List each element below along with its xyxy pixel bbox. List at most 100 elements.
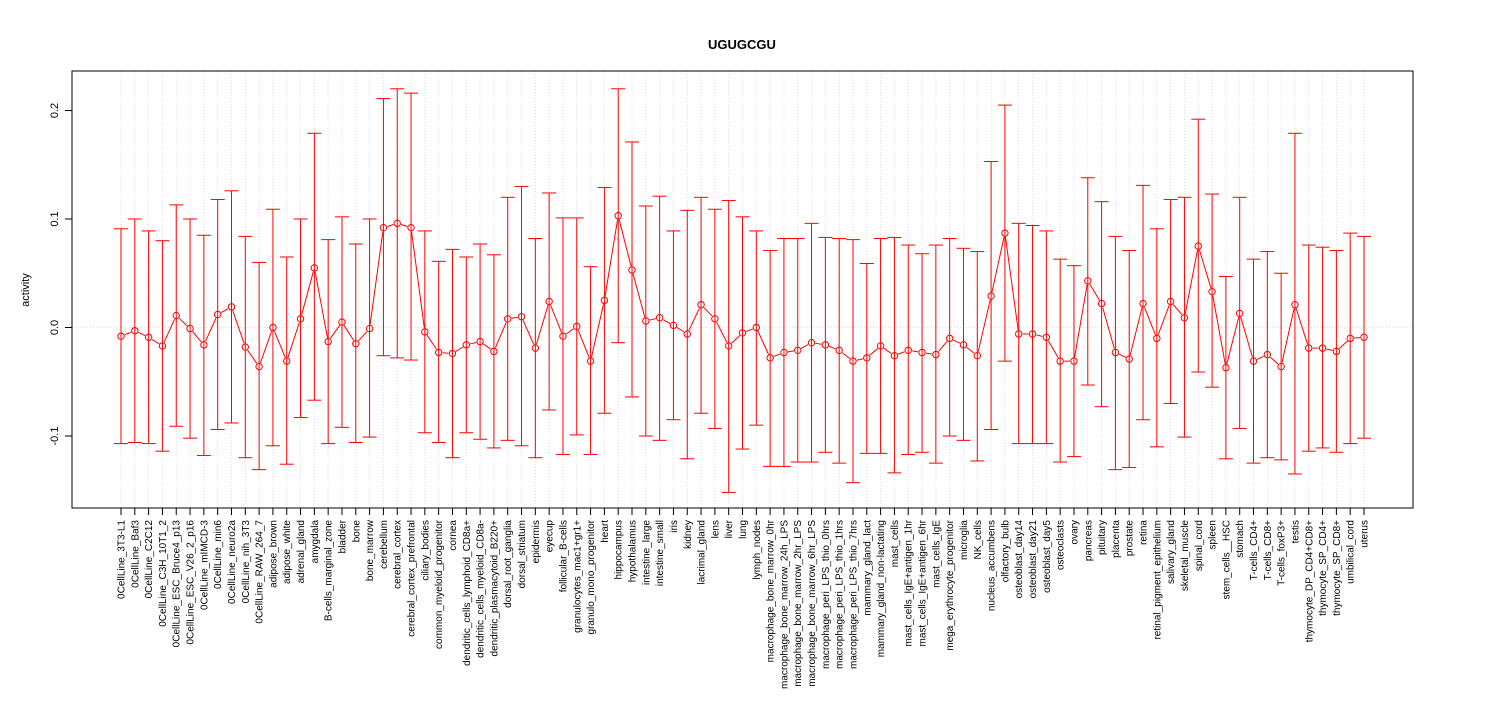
data-point [131,327,139,335]
x-tick-label: 0CellLine_ESC_V26_2_p16 [186,520,197,645]
x-tick-label: osteoclasts [1056,520,1067,570]
x-tick-label: macrophage_peri_LPS_thio_1hrs [835,520,846,669]
data-point [987,292,995,300]
series-segment [828,345,836,350]
data-point [959,341,968,349]
series-segment [1102,307,1115,349]
data-point [904,346,912,354]
x-tick-label: 0CellLine_Baf3 [130,520,141,588]
series-segment [773,353,781,357]
x-tick-label: osteoblast_day5 [1042,520,1053,593]
data-point [655,314,664,322]
data-point [1305,344,1313,352]
series-segment [897,351,905,355]
x-tick-label: NK_cells [973,520,984,559]
x-tick-label: ciliary_bodies [420,520,431,581]
series-segment [925,352,932,355]
data-point [545,297,553,306]
data-point [158,342,167,350]
data-point [697,301,705,309]
series-segment [220,308,229,313]
x-axis: 0CellLine_3T3-L1 0CellLine_Baf3 0CellLine_… [117,507,1371,689]
series-segment [411,231,425,328]
x-tick-label: mast_cells [890,520,901,567]
x-tick-label: granulocytes_mac1+gr1+ [572,520,583,633]
x-tick-label: mammary_gland_non-lactating [876,520,887,657]
x-tick-label: retina [1139,520,1150,545]
y-axis: -0.1 0.0 0.1 0.2 [49,103,73,445]
series-segment [1172,304,1183,316]
point-layer [117,212,1368,372]
series-segment [1338,340,1348,349]
x-tick-label: heart [600,520,611,543]
plot-frame [71,70,1414,509]
x-tick-label: pancreas [1083,520,1094,561]
x-tick-label: mast_cells_IgE [931,520,942,588]
x-tick-label: dorsal_striatum [517,520,528,588]
data-point [421,328,429,336]
x-tick-label: 0CellLine_3T3-L1 [117,520,128,599]
data-point [890,352,899,360]
x-tick-label: stem_cells__HSC [1221,520,1232,599]
x-tick-label: 0CellLine_min6 [213,520,224,589]
series-segment [1074,284,1088,358]
series-segment [746,328,753,332]
data-point [1360,333,1368,341]
x-tick-label: T-cells_CD4+ [1249,520,1260,580]
data-point [1236,309,1244,318]
x-tick-label: adipose_white [282,520,293,584]
series-segment [757,330,769,355]
x-tick-label: ovary [1069,520,1080,544]
data-point [559,332,567,340]
series-segment [1326,348,1333,351]
x-tick-label: epidermis [531,520,542,563]
x-tick-label: mast_cells_IgE+antigen_1hr [904,519,915,646]
x-tick-label: B-cells_marginal_zone [324,520,335,622]
x-tick-label: intestine_large [641,520,652,585]
series-segment [192,331,202,343]
x-tick-label: uterus [1360,520,1371,548]
x-tick-label: 0CellLine_ESC_Bruce4_p13 [172,520,183,648]
series-segment [522,320,535,345]
data-point [365,324,374,333]
data-point [614,212,622,220]
data-point [1084,277,1092,285]
series-segment [330,325,341,339]
data-point [517,312,526,321]
data-point [766,354,774,362]
x-tick-label: macrophage_bone_marrow_0hr [766,519,777,662]
series-segment [590,304,604,358]
x-tick-label: placenta [1111,520,1122,558]
data-point [1249,357,1258,365]
x-tick-label: microglia [959,520,970,560]
data-point [310,264,319,272]
series-segment [483,343,491,350]
series-segment [815,342,822,345]
data-point [932,350,940,359]
x-tick-label: nucleus_accumbens [987,520,998,611]
series-segment [1004,237,1019,331]
series-segment [1198,249,1212,289]
data-point [379,223,388,232]
y-axis-label: activity [20,273,32,307]
data-point [144,333,153,341]
x-tick-label: stomach [1235,520,1246,558]
x-tick-label: cornea [448,520,459,551]
data-point [186,324,194,333]
series-segment [856,358,864,361]
x-tick-label: olfactory_bulb [1000,520,1011,583]
x-tick-label: prostate [1125,520,1136,557]
data-point [586,357,595,365]
series-segment [632,273,646,318]
series-segment [604,219,619,297]
data-point [1332,347,1341,356]
series-line-layer [124,219,1361,365]
x-tick-label: 0CellLine_RAW_264_7 [255,520,266,624]
x-tick-label: amygdala [310,520,321,564]
data-point [1291,301,1299,309]
x-tick-label: cerebral_cortex_prefrontal [407,520,418,637]
series-segment [387,224,394,227]
data-point [448,349,457,358]
x-tick-label: macrophage_peri_LPS_thio_0hrs [821,520,832,669]
